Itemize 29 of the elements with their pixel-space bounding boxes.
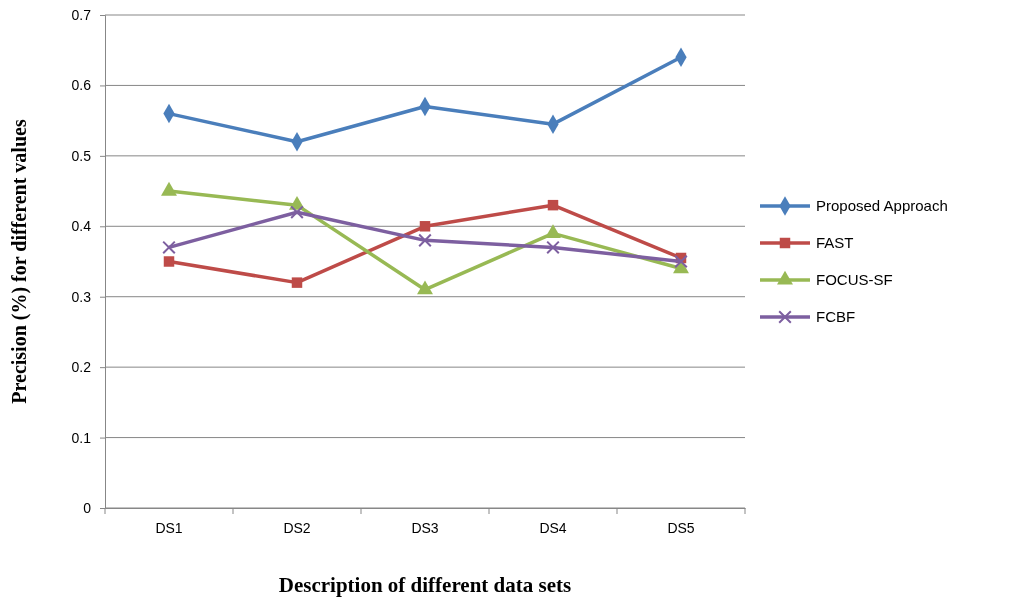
y-tick-label: 0.7	[71, 6, 92, 23]
x-tick-label: DS4	[539, 520, 567, 536]
y-tick-label: 0.2	[71, 359, 92, 376]
y-tick-label: 0	[83, 499, 92, 516]
y-axis-title: Precision (%) for different values	[8, 119, 31, 404]
point	[162, 240, 176, 255]
legend-label: FCBF	[816, 308, 856, 325]
point	[163, 256, 175, 267]
point	[419, 221, 431, 232]
y-tick-label: 0.5	[71, 147, 92, 164]
y-tick-label: 0.6	[71, 77, 92, 94]
y-tick-label: 0.3	[71, 288, 92, 305]
point	[291, 277, 303, 288]
y-tick-label: 0.4	[71, 218, 92, 235]
x-tick-label: DS2	[283, 520, 311, 536]
point	[417, 280, 433, 295]
point	[418, 233, 432, 248]
x-axis-title: Description of different data sets	[278, 573, 572, 597]
point	[547, 199, 559, 211]
legend-label: FAST	[816, 234, 854, 251]
x-tick-label: DS5	[667, 520, 695, 536]
point	[290, 205, 304, 220]
x-tick-label: DS1	[155, 520, 183, 536]
x-tick-label: DS3	[411, 520, 439, 536]
point	[546, 240, 560, 255]
y-tick-label: 0.1	[71, 429, 92, 446]
legend-label: FOCUS-SF	[816, 271, 893, 288]
point	[674, 254, 688, 269]
legend-label: Proposed Approach	[816, 197, 948, 214]
